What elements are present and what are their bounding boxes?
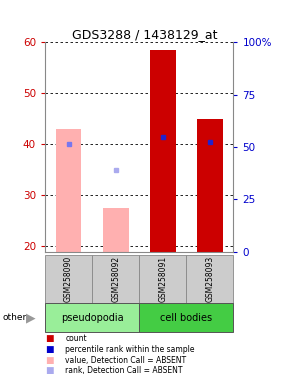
Text: ■: ■ [45, 366, 53, 376]
Text: ■: ■ [45, 356, 53, 365]
Text: rank, Detection Call = ABSENT: rank, Detection Call = ABSENT [65, 366, 183, 376]
Bar [45, 255, 92, 303]
Text: ■: ■ [45, 334, 53, 343]
Text: GDS3288 / 1438129_at: GDS3288 / 1438129_at [72, 28, 218, 41]
Bar [56, 129, 81, 252]
Bar [186, 255, 233, 303]
Bar [150, 50, 176, 252]
Text: GSM258093: GSM258093 [205, 256, 214, 303]
Bar [45, 303, 139, 332]
Text: pseudopodia: pseudopodia [61, 313, 123, 323]
Bar [139, 255, 186, 303]
Text: ▶: ▶ [26, 311, 35, 324]
Text: other: other [3, 313, 27, 322]
Bar [103, 208, 128, 252]
Text: count: count [65, 334, 87, 343]
Bar [92, 255, 139, 303]
Text: cell bodies: cell bodies [160, 313, 212, 323]
Text: percentile rank within the sample: percentile rank within the sample [65, 345, 195, 354]
Bar [197, 119, 223, 252]
Bar [139, 303, 233, 332]
Text: GSM258091: GSM258091 [158, 256, 167, 303]
Text: GSM258090: GSM258090 [64, 256, 73, 303]
Text: GSM258092: GSM258092 [111, 256, 120, 303]
Text: ■: ■ [45, 345, 53, 354]
Text: value, Detection Call = ABSENT: value, Detection Call = ABSENT [65, 356, 186, 365]
